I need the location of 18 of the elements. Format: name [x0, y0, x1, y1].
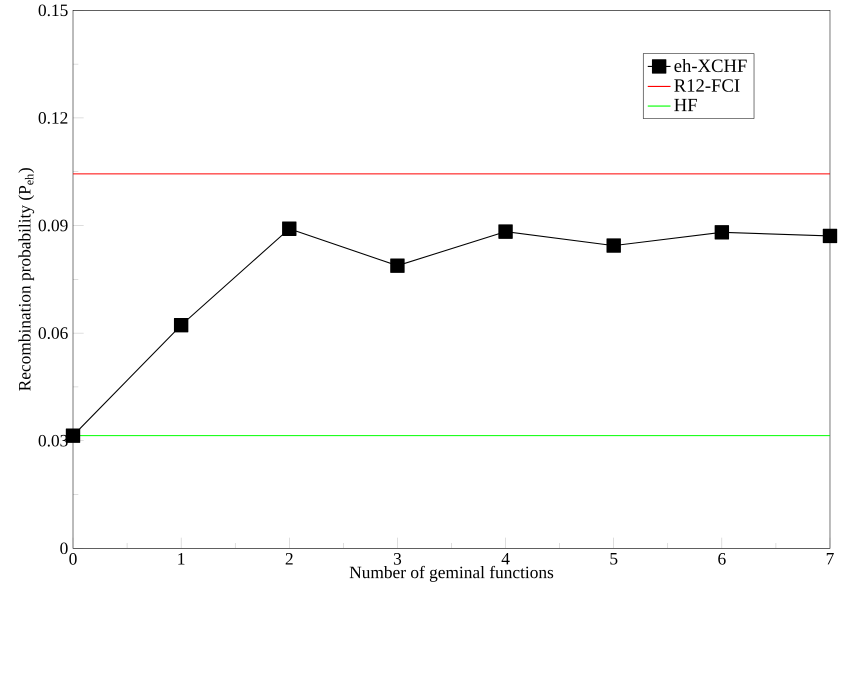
x-tick-label: 1: [178, 552, 184, 564]
x-tick-label: 0: [69, 552, 77, 565]
x-tick-label: 4: [502, 552, 510, 564]
y-tick-label: 0.06: [38, 327, 68, 339]
legend-label: R12-FCI: [674, 79, 740, 92]
y-tick-label: 0.12: [38, 112, 68, 124]
y-tick-label: 0: [60, 542, 68, 554]
x-axis-title: Number of geminal functions: [350, 566, 554, 582]
legend-label: HF: [674, 98, 697, 112]
x-tick-label: 2: [286, 552, 293, 564]
x-tick-label: 3: [394, 552, 402, 565]
y-axis-title: Recombination probability (P$_{eh}$): [18, 168, 34, 391]
x-tick-label: 6: [718, 552, 726, 565]
legend-label: eh-XCHF: [674, 58, 747, 72]
y-tick-label: 0.09: [38, 220, 68, 232]
x-tick-label: 7: [826, 552, 834, 564]
x-tick-label: 5: [610, 552, 618, 564]
y-tick-label: 0.15: [38, 4, 68, 16]
